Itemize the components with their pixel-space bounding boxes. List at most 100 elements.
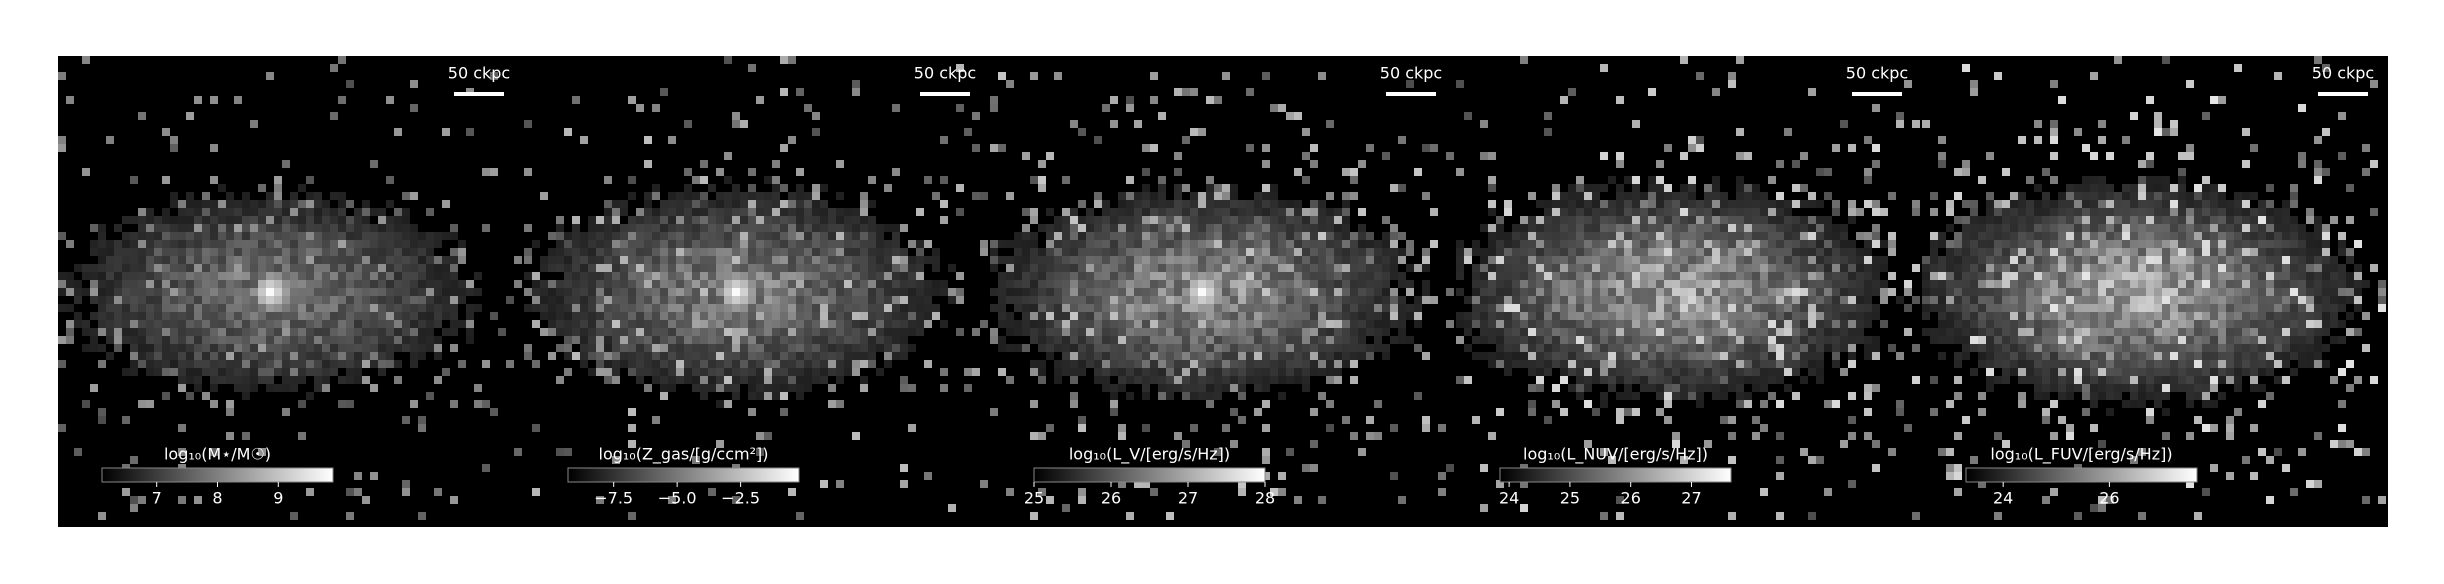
pixel (1504, 288, 1512, 296)
pixel (1102, 328, 1110, 336)
pixel (620, 352, 628, 360)
pixel (1816, 280, 1824, 288)
pixel (1592, 408, 1600, 416)
pixel (852, 272, 860, 280)
pixel (1752, 384, 1760, 392)
pixel (1736, 176, 1744, 184)
pixel (242, 320, 250, 328)
pixel (660, 200, 668, 208)
pixel (1238, 248, 1246, 256)
pixel (98, 320, 106, 328)
pixel (1166, 344, 1174, 352)
pixel (1576, 320, 1584, 328)
pixel (1022, 296, 1030, 304)
pixel (1174, 272, 1182, 280)
pixel (1326, 248, 1334, 256)
pixel (1824, 336, 1832, 344)
pixel (1720, 224, 1728, 232)
pixel (1278, 248, 1286, 256)
pixel (1832, 288, 1840, 296)
pixel (788, 208, 796, 216)
pixel (1864, 280, 1872, 288)
pixel (1198, 328, 1206, 336)
pixel (266, 208, 274, 216)
pixel (1350, 432, 1358, 440)
pixel (1070, 280, 1078, 288)
pixel (604, 328, 612, 336)
pixel (1488, 328, 1496, 336)
pixel (1318, 240, 1326, 248)
pixel (1792, 288, 1800, 296)
pixel (772, 224, 780, 232)
pixel (1856, 296, 1864, 304)
pixel (1446, 320, 1454, 328)
pixel (1302, 240, 1310, 248)
pixel (1840, 368, 1848, 376)
pixel (828, 344, 836, 352)
pixel (178, 368, 186, 376)
pixel (82, 272, 90, 280)
pixel (1094, 136, 1102, 144)
pixel (1504, 280, 1512, 288)
pixel (1904, 328, 1912, 336)
pixel (1680, 312, 1688, 320)
pixel (628, 328, 636, 336)
pixel (1134, 232, 1142, 240)
pixel (1544, 232, 1552, 240)
pixel (194, 384, 202, 392)
pixel (138, 400, 146, 408)
pixel (1712, 192, 1720, 200)
pixel (1310, 232, 1318, 240)
pixel (1150, 336, 1158, 344)
pixel (314, 280, 322, 288)
pixel (450, 272, 458, 280)
pixel (298, 320, 306, 328)
pixel (178, 224, 186, 232)
pixel (1504, 264, 1512, 272)
pixel (218, 224, 226, 232)
pixel (1198, 280, 1206, 288)
pixel (1632, 272, 1640, 280)
pixel (628, 232, 636, 240)
pixel (524, 272, 532, 280)
pixel (1310, 440, 1318, 448)
pixel (1214, 264, 1222, 272)
pixel (1792, 256, 1800, 264)
pixel (660, 224, 668, 232)
pixel (1262, 328, 1270, 336)
pixel (1382, 272, 1390, 280)
pixel (1680, 272, 1688, 280)
pixel (852, 256, 860, 264)
pixel (1246, 344, 1254, 352)
pixel (402, 264, 410, 272)
pixel (1374, 328, 1382, 336)
pixel (1816, 248, 1824, 256)
pixel (114, 328, 122, 336)
pixel (804, 264, 812, 272)
pixel (1824, 344, 1832, 352)
pixel (170, 232, 178, 240)
pixel (748, 256, 756, 264)
pixel (1640, 312, 1648, 320)
pixel (306, 488, 314, 496)
pixel (1464, 344, 1472, 352)
pixel (1030, 512, 1038, 520)
pixel (1584, 280, 1592, 288)
pixel (788, 256, 796, 264)
pixel (354, 320, 362, 328)
pixel (676, 304, 684, 312)
pixel (1214, 280, 1222, 288)
pixel (820, 240, 828, 248)
pixel (1270, 352, 1278, 360)
pixel (1070, 312, 1078, 320)
pixel (1632, 360, 1640, 368)
pixel (1318, 248, 1326, 256)
pixel (724, 360, 732, 368)
pixel (892, 264, 900, 272)
pixel (290, 296, 298, 304)
pixel (114, 280, 122, 288)
pixel (410, 320, 418, 328)
pixel (402, 480, 410, 488)
pixel (684, 184, 692, 192)
pixel (1094, 240, 1102, 248)
